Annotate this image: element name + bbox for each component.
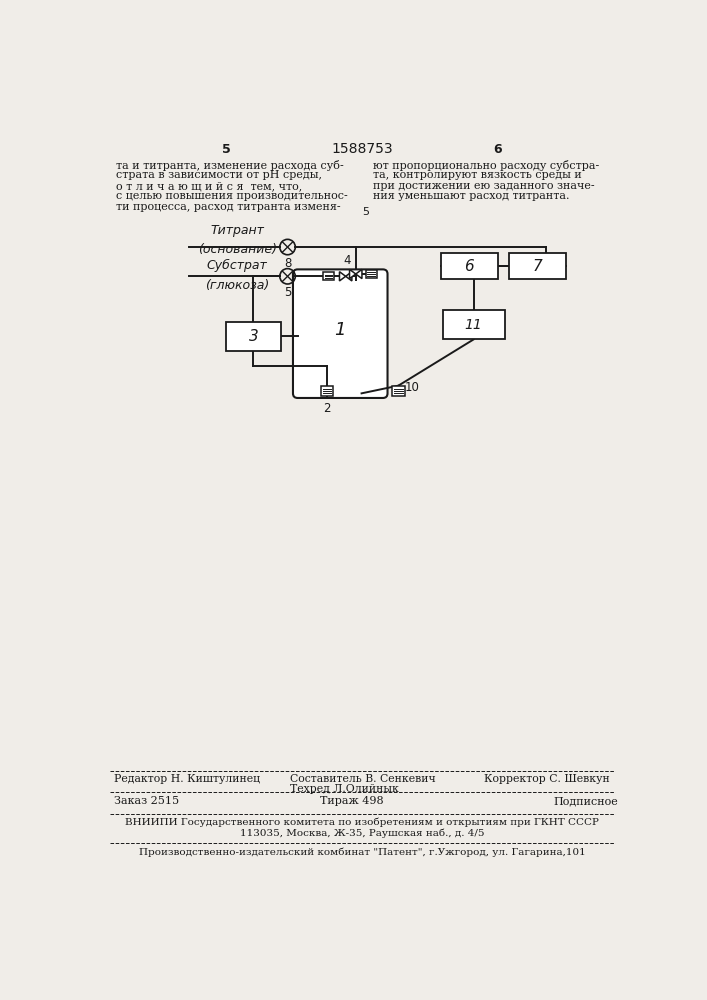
Text: о т л и ч а ю щ и й с я  тем, что,: о т л и ч а ю щ и й с я тем, что, [115, 181, 302, 191]
Text: 1588753: 1588753 [331, 142, 393, 156]
Text: Субстрат: Субстрат [207, 259, 267, 272]
Bar [443, 310, 505, 339]
Text: Подписное: Подписное [554, 796, 618, 806]
Bar [366, 270, 377, 278]
Text: 5: 5 [362, 207, 369, 217]
Text: 1: 1 [334, 321, 346, 339]
Text: ния уменьшают расход титранта.: ния уменьшают расход титранта. [373, 191, 569, 201]
Text: с целью повышения производительнос-: с целью повышения производительнос- [115, 191, 347, 201]
Text: Техред Л.Олийнык: Техред Л.Олийнык [290, 784, 399, 794]
Text: (основание): (основание) [198, 243, 276, 256]
Bar [323, 272, 334, 280]
Polygon shape [339, 272, 346, 281]
Polygon shape [356, 269, 362, 279]
Text: 6: 6 [493, 143, 502, 156]
Text: при достижении ею заданного значе-: при достижении ею заданного значе- [373, 181, 595, 191]
Text: 5: 5 [284, 286, 291, 299]
Text: ВНИИПИ Государственного комитета по изобретениям и открытиям при ГКНТ СССР: ВНИИПИ Государственного комитета по изоб… [125, 818, 599, 827]
Text: ют пропорционально расходу субстра-: ют пропорционально расходу субстра- [373, 160, 599, 171]
Text: Титрант: Титрант [210, 224, 264, 237]
Text: 8: 8 [284, 257, 291, 270]
Text: Корректор С. Шевкун: Корректор С. Шевкун [484, 774, 609, 784]
Text: 11: 11 [464, 318, 482, 332]
FancyBboxPatch shape [293, 269, 387, 398]
Bar [226, 322, 281, 351]
Text: 2: 2 [323, 402, 331, 415]
Bar [321, 386, 333, 396]
Text: 4: 4 [344, 254, 351, 267]
Text: 6: 6 [464, 259, 474, 274]
Text: 7: 7 [532, 259, 542, 274]
Text: страта в зависимости от pH среды,: страта в зависимости от pH среды, [115, 170, 322, 180]
Text: 9: 9 [363, 267, 371, 280]
Text: (глюкоза): (глюкоза) [205, 279, 269, 292]
Text: Заказ 2515: Заказ 2515 [114, 796, 179, 806]
Polygon shape [349, 269, 356, 279]
Polygon shape [346, 272, 352, 281]
Text: Составитель В. Сенкевич: Составитель В. Сенкевич [290, 774, 436, 784]
Text: Тираж 498: Тираж 498 [320, 796, 384, 806]
Text: ти процесса, расход титранта изменя-: ти процесса, расход титранта изменя- [115, 202, 340, 212]
Text: 3: 3 [249, 329, 258, 344]
Text: Производственно-издательский комбинат "Патент", г.Ужгород, ул. Гагарина,101: Производственно-издательский комбинат "П… [139, 848, 585, 857]
Text: 5: 5 [222, 143, 230, 156]
Text: 10: 10 [404, 381, 419, 394]
Text: 113035, Москва, Ж-35, Раушская наб., д. 4/5: 113035, Москва, Ж-35, Раушская наб., д. … [240, 828, 484, 838]
Bar [509, 253, 566, 279]
Text: та, контролируют вязкость среды и: та, контролируют вязкость среды и [373, 170, 582, 180]
Text: Редактор Н. Киштулинец: Редактор Н. Киштулинец [114, 774, 260, 784]
Bar [392, 386, 404, 396]
Bar [441, 253, 498, 279]
Text: та и титранта, изменение расхода суб-: та и титранта, изменение расхода суб- [115, 160, 344, 171]
